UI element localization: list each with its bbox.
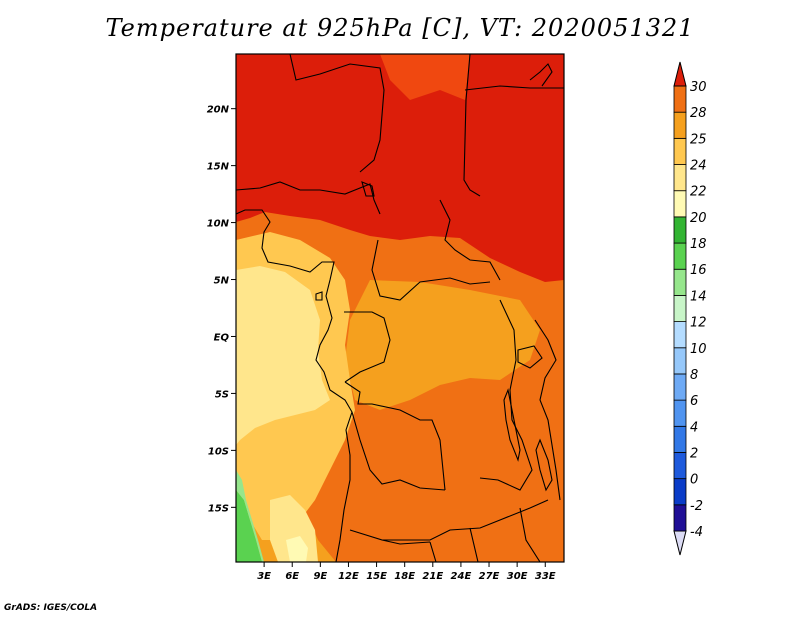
- colorbar-segment: [673, 347, 687, 375]
- map-frame: [235, 53, 565, 563]
- colorbar-segment: [673, 216, 687, 244]
- colorbar-label: 12: [690, 316, 707, 331]
- chart-title: Temperature at 925hPa [C], VT: 202005132…: [105, 14, 695, 42]
- x-tick-label: 27E: [479, 571, 500, 582]
- y-tick-label: 20N: [207, 105, 230, 116]
- colorbar-label: 18: [690, 237, 707, 252]
- x-tick-label: 24E: [451, 571, 472, 582]
- colorbar-segment: [673, 295, 687, 322]
- colorbar-label: 28: [690, 106, 707, 121]
- border-sudan-north: [464, 85, 564, 91]
- colorbar-label: 6: [690, 394, 698, 409]
- y-tick-label: EQ: [214, 332, 230, 343]
- field-region-cool-spot: [286, 536, 308, 562]
- border-drc-east: [479, 299, 533, 491]
- border-zambia-south: [382, 499, 549, 541]
- colorbar-segment: [673, 268, 687, 296]
- field-region-southwest-corner: [236, 490, 262, 562]
- x-tick-label: 21E: [422, 571, 443, 582]
- colorbar-label: 22: [690, 185, 707, 200]
- colorbar-segment: [673, 137, 687, 165]
- colorbar-segment: [673, 321, 687, 349]
- grads-credit: GrADS: IGES/COLA: [4, 603, 98, 613]
- border-angola-zambia: [351, 411, 446, 491]
- colorbar-label: 25: [690, 132, 707, 147]
- colorbar-segment: [673, 399, 687, 427]
- coastline-west-africa: [236, 209, 353, 562]
- colorbar-label: 30: [690, 80, 707, 95]
- x-tick-label: 30E: [507, 571, 528, 582]
- x-tick-label: 12E: [338, 571, 359, 582]
- x-tick-label: 18E: [394, 571, 415, 582]
- colorbar-segment: [673, 452, 687, 480]
- field-region-congo-basin-core: [345, 280, 540, 410]
- border-chad-sudan: [439, 199, 501, 281]
- field-region-south-atlantic-coast: [236, 266, 330, 445]
- colorbar-label: -4: [690, 525, 703, 540]
- x-tick-label: 15E: [366, 571, 387, 582]
- colorbar-segment: [673, 242, 687, 270]
- colorbar-segment: [673, 425, 687, 453]
- x-tick-label: 6E: [285, 571, 299, 582]
- x-tick-label: 33E: [535, 571, 556, 582]
- y-tick-label: 10N: [207, 219, 230, 230]
- y-tick-label: 15S: [208, 503, 229, 514]
- island-bioko: [315, 291, 323, 301]
- colorbar-label: 10: [690, 342, 707, 357]
- border-cameroon: [344, 311, 391, 383]
- x-tick-label: 3E: [257, 571, 271, 582]
- x-axis: 3E 6E 9E 12E 15E 18E 21E 24E 27E 30E 33E: [257, 562, 556, 582]
- colorbar-label: 14: [690, 289, 707, 304]
- colorbar-label: 0: [690, 473, 698, 488]
- colorbar-min-arrow: [673, 530, 687, 556]
- x-tick-label: 9E: [313, 571, 327, 582]
- colorbar-label: 24: [690, 159, 707, 174]
- y-axis: 20N 15N 10N 5N EQ 5S 10S 15S: [207, 105, 236, 514]
- y-tick-label: 10S: [208, 446, 229, 457]
- temperature-field: [236, 54, 564, 562]
- lake-chad: [361, 181, 375, 197]
- lake-tanganyika: [503, 388, 521, 462]
- field-region-north-band: [236, 54, 564, 282]
- colorbar-segment: [673, 504, 687, 532]
- colorbar-max-arrow: [673, 61, 687, 87]
- colorbar-segment: [673, 164, 687, 192]
- red-sea-coast: [529, 63, 553, 87]
- border-libya-chad: [289, 54, 385, 173]
- map-borders: [236, 54, 564, 562]
- border-south-lines: [429, 507, 541, 562]
- colorbar-segment: [673, 478, 687, 506]
- border-egypt-sudan: [463, 54, 481, 197]
- colorbar-label: 16: [690, 263, 707, 278]
- border-namibia: [349, 529, 431, 545]
- y-tick-label: 15N: [207, 162, 230, 173]
- colorbar-segment: [673, 111, 687, 139]
- colorbar-segment: [673, 373, 687, 401]
- colorbar-label: 4: [690, 420, 698, 435]
- colorbar-segment: [673, 85, 687, 113]
- lake-victoria: [517, 345, 543, 369]
- border-drc-west: [344, 381, 446, 491]
- border-car: [371, 239, 491, 301]
- field-region-sahara-patch: [380, 54, 470, 100]
- colorbar-label: 2: [690, 446, 698, 461]
- border-niger-chad: [236, 181, 381, 215]
- border-east-africa: [534, 319, 561, 501]
- colorbar-label: 20: [690, 211, 707, 226]
- colorbar-label: -2: [690, 499, 703, 514]
- y-tick-label: 5S: [215, 389, 229, 400]
- colorbar-segment: [673, 190, 687, 218]
- y-tick-label: 5N: [214, 276, 230, 287]
- field-region-southwest-light: [236, 470, 264, 562]
- colorbar-label: 8: [690, 368, 698, 383]
- lake-malawi: [535, 438, 553, 492]
